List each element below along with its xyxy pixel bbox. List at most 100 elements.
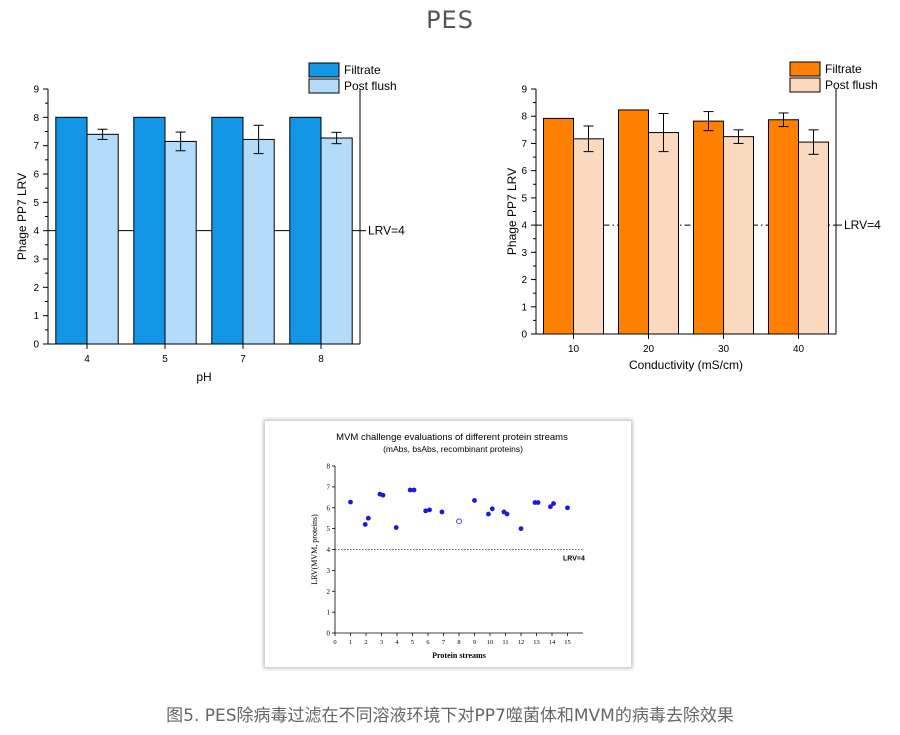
y-tick-label: 7 (327, 483, 331, 491)
cond-bar-post-flush (573, 138, 604, 335)
legend-label-post-flush: Post flush (825, 78, 878, 92)
ph-bar-post-flush (86, 133, 119, 345)
data-point (439, 509, 445, 515)
y-tick-label: 1 (33, 311, 39, 322)
x-tick-label: 30 (718, 344, 730, 355)
y-tick-label: 5 (327, 525, 331, 533)
x-tick-label: 0 (333, 639, 336, 646)
x-tick-label: 8 (318, 354, 324, 365)
ph-lrv-bar-chart: 0 1 2 3 4 5 6 7 8 9 LRV=4 4 5 7 8 pH Phage PP7 LRV Filtra… (15, 62, 405, 384)
y-tick-label: 1 (521, 302, 527, 313)
data-point (518, 526, 524, 532)
legend-label-filtrate: Filtrate (344, 63, 381, 77)
legend-swatch-filtrate (308, 62, 340, 78)
x-tick-label: 40 (793, 344, 805, 355)
y-tick-label: 8 (327, 463, 331, 471)
legend-swatch-post-flush (308, 78, 340, 94)
y-tick-label: 7 (521, 139, 527, 150)
x-tick-label: 3 (380, 639, 383, 646)
y-tick-label: 8 (521, 112, 527, 123)
x-tick-label: 4 (395, 639, 399, 646)
y-tick-label: 5 (33, 198, 39, 209)
ph-bar-filtrate (133, 116, 166, 345)
reference-line-label: LRV=4 (563, 556, 585, 563)
x-axis-label: Protein streams (432, 651, 486, 660)
data-point (504, 511, 510, 517)
ph-bar-filtrate (289, 116, 322, 345)
x-tick-label: 7 (442, 639, 446, 646)
y-tick-label: 2 (33, 283, 39, 294)
mvm-chart-panel: MVM challenge evaluations of different p… (264, 420, 632, 668)
x-axis-label: pH (196, 370, 211, 384)
y-tick-label: 3 (33, 255, 39, 266)
x-tick-label: 10 (487, 639, 494, 646)
legend-label-filtrate: Filtrate (825, 62, 862, 76)
figure-caption: 图5. PES除病毒过滤在不同溶液环境下对PP7噬菌体和MVM的病毒去除效果 (166, 706, 734, 726)
cond-bar-filtrate (693, 120, 724, 335)
y-tick-label: 3 (521, 248, 527, 259)
x-tick-label: 9 (473, 639, 476, 646)
ph-bar-filtrate (211, 116, 244, 345)
cond-bar-post-flush (648, 132, 679, 335)
x-tick-label: 8 (457, 639, 460, 646)
ph-bar-post-flush (242, 138, 275, 345)
x-tick-label: 11 (502, 639, 508, 646)
cond-bar-filtrate (768, 119, 799, 335)
conductivity-lrv-bar-chart: 0 1 2 3 4 5 6 7 8 9 LRV=4 10 20 30 40 Conductivity (mS/… (505, 61, 881, 372)
cond-bar-filtrate (543, 117, 574, 335)
y-tick-label: 6 (327, 504, 331, 512)
x-tick-label: 7 (240, 354, 246, 365)
y-tick-label: 2 (327, 588, 331, 596)
data-point (407, 487, 413, 493)
mvm-chart-title: MVM challenge evaluations of different p… (336, 432, 568, 443)
y-tick-label: 5 (521, 193, 527, 204)
x-axis-label: Conductivity (mS/cm) (629, 358, 743, 372)
data-point (393, 525, 399, 530)
legend-swatch-post-flush (789, 77, 821, 93)
y-tick-label: 8 (33, 113, 39, 124)
cond-bar-post-flush (723, 136, 754, 335)
data-point (348, 499, 353, 505)
y-tick-label: 9 (33, 85, 39, 96)
x-tick-label: 4 (84, 354, 90, 365)
y-tick-label: 0 (327, 630, 331, 638)
y-tick-label: 6 (33, 170, 39, 181)
data-point (411, 487, 417, 493)
cond-bar-filtrate (618, 109, 649, 335)
mvm-chart-subtitle: (mAbs, bsAbs, recombinant proteins) (383, 444, 523, 454)
y-tick-label: 4 (33, 226, 39, 237)
y-tick-label: 2 (521, 275, 527, 286)
x-tick-label: 2 (364, 639, 367, 646)
data-point (427, 507, 432, 513)
x-tick-label: 5 (411, 639, 414, 646)
cond-bar-post-flush (798, 141, 829, 335)
data-point (548, 504, 553, 510)
data-point (489, 506, 495, 512)
ph-bar-post-flush (164, 140, 197, 345)
data-point (565, 505, 570, 511)
y-tick-label: 4 (521, 221, 527, 232)
x-tick-label: 5 (162, 354, 168, 365)
x-tick-label: 14 (549, 639, 556, 646)
y-tick-label: 4 (327, 546, 331, 554)
y-tick-label: 0 (521, 330, 527, 341)
y-tick-label: 3 (327, 567, 331, 575)
y-tick-label: 1 (327, 609, 331, 617)
data-point (472, 498, 477, 503)
x-tick-label: 1 (349, 639, 352, 646)
data-point (423, 508, 429, 514)
x-tick-label: 10 (568, 344, 580, 355)
ph-bar-filtrate (55, 116, 88, 345)
y-axis-label: LRV(MVM, proteins) (310, 514, 319, 585)
y-tick-label: 0 (33, 340, 39, 351)
mvm-scatter-chart: MVM challenge evaluations of different p… (310, 432, 585, 660)
y-tick-label: 9 (521, 85, 527, 96)
data-point (365, 515, 371, 521)
legend-swatch-filtrate (789, 61, 821, 77)
x-tick-label: 20 (643, 344, 655, 355)
y-tick-label: 6 (521, 166, 527, 177)
reference-line-label: LRV=4 (368, 224, 405, 238)
y-axis-label: Phage PP7 LRV (15, 173, 29, 260)
ph-bar-post-flush (320, 137, 353, 345)
reference-line-label: LRV=4 (844, 218, 881, 232)
